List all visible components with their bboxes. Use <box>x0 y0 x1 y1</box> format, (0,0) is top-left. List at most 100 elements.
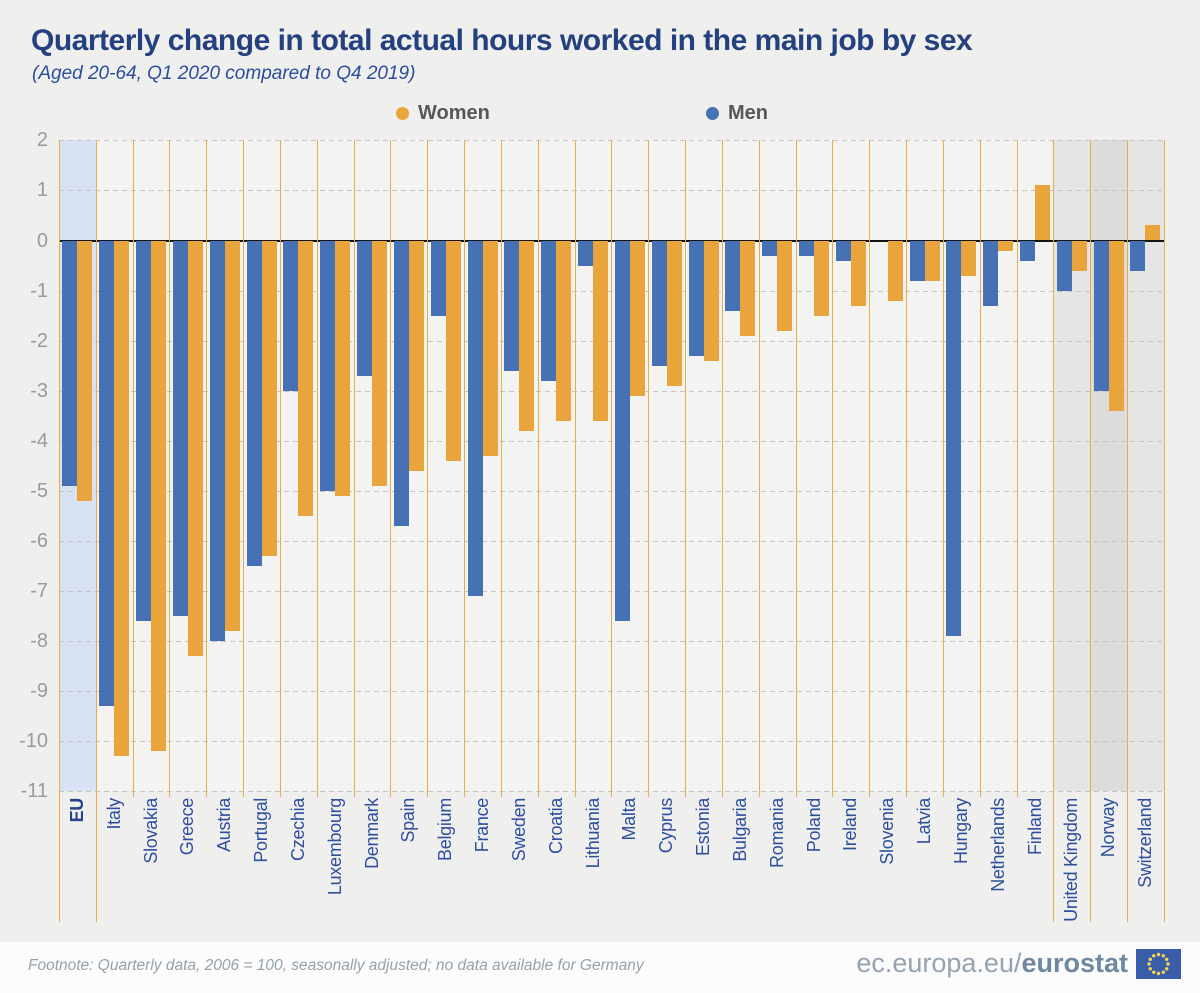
women-bar-denmark <box>372 240 388 486</box>
country-separator-line <box>1163 140 1165 922</box>
country-separator-line <box>316 140 318 797</box>
women-bar-portugal <box>261 240 277 556</box>
women-bar-estonia <box>703 240 719 361</box>
country-separator-line <box>685 140 687 797</box>
eurostat-site-link: ec.europa.eu/eurostat <box>856 948 1181 979</box>
men-bar-latvia <box>909 240 925 281</box>
y-axis-tick-label: 2 <box>36 129 48 152</box>
x-axis-label-slovakia: Slovakia <box>140 798 161 864</box>
men-bar-united-kingdom <box>1056 240 1072 291</box>
men-bar-slovakia <box>136 240 152 621</box>
women-bar-czechia <box>298 240 314 516</box>
x-axis-label-switzerland: Switzerland <box>1135 798 1156 888</box>
country-separator-line <box>206 140 208 797</box>
women-bar-eu <box>77 240 93 501</box>
country-separator-line <box>390 140 392 797</box>
country-separator-line <box>795 140 797 797</box>
country-separator-line <box>1016 140 1018 797</box>
y-axis-tick-label: -7 <box>30 579 48 602</box>
women-bar-romania <box>777 240 793 331</box>
women-bar-latvia <box>924 240 940 281</box>
country-separator-line <box>132 140 134 797</box>
x-axis-label-czechia: Czechia <box>287 798 308 861</box>
x-axis-label-latvia: Latvia <box>914 798 935 845</box>
men-bar-eu <box>62 240 78 486</box>
country-separator-line <box>1090 140 1092 922</box>
women-bar-belgium <box>445 240 461 461</box>
country-separator-line <box>59 140 60 922</box>
legend-item-men: Men <box>706 102 768 125</box>
women-bar-austria <box>224 240 240 631</box>
country-separator-line <box>537 140 539 797</box>
legend-label-women: Women <box>418 102 490 124</box>
men-bar-portugal <box>246 240 262 566</box>
men-bar-ireland <box>835 240 851 261</box>
site-url-prefix: ec.europa.eu/ <box>856 948 1022 978</box>
men-bar-cyprus <box>651 240 667 366</box>
country-separator-line <box>500 140 502 797</box>
x-axis-label-hungary: Hungary <box>950 798 971 864</box>
men-bar-romania <box>762 240 778 256</box>
country-separator-line <box>611 140 613 797</box>
women-bar-slovenia <box>887 240 903 301</box>
men-bar-austria <box>209 240 225 641</box>
country-separator-line <box>942 140 944 797</box>
chart-title: Quarterly change in total actual hours w… <box>31 24 973 57</box>
x-axis-label-finland: Finland <box>1024 798 1045 855</box>
eu-flag-icon <box>1136 948 1181 979</box>
women-bar-norway <box>1108 240 1124 411</box>
men-bar-lithuania <box>578 240 594 266</box>
x-axis-label-eu: EU <box>67 798 87 823</box>
country-separator-line <box>427 140 429 797</box>
x-axis-label-lithuania: Lithuania <box>582 798 603 869</box>
country-separator-line <box>243 140 245 797</box>
x-axis-label-romania: Romania <box>766 798 787 868</box>
women-bar-netherlands <box>998 240 1014 251</box>
x-axis-label-norway: Norway <box>1098 798 1119 858</box>
country-separator-line <box>1127 140 1129 922</box>
y-axis-tick-label: -10 <box>19 729 48 752</box>
women-bar-greece <box>187 240 203 656</box>
women-bar-poland <box>814 240 829 316</box>
x-axis-label-france: France <box>472 798 493 853</box>
footnote-text: Footnote: Quarterly data, 2006 = 100, se… <box>28 957 644 974</box>
site-url-eurostat: eurostat <box>1021 948 1128 978</box>
women-bar-slovakia <box>151 240 167 751</box>
women-bar-luxembourg <box>335 240 351 496</box>
x-axis-label-netherlands: Netherlands <box>987 798 1008 892</box>
country-separator-line <box>95 140 97 922</box>
chart-subtitle: (Aged 20-64, Q1 2020 compared to Q4 2019… <box>32 63 416 84</box>
country-separator-line <box>169 140 171 797</box>
country-separator-line <box>353 140 355 797</box>
men-bar-malta <box>614 240 630 621</box>
y-axis-tick-label: 1 <box>36 179 48 202</box>
y-axis-tick-label: -4 <box>30 429 48 452</box>
women-bar-hungary <box>961 240 977 276</box>
highlight-band-norway <box>1090 140 1128 791</box>
y-axis-tick-label: -8 <box>30 629 48 652</box>
x-axis-label-greece: Greece <box>177 798 198 856</box>
women-legend-dot-icon <box>396 107 409 120</box>
women-bar-spain <box>408 240 424 471</box>
x-axis-label-poland: Poland <box>803 798 824 853</box>
country-separator-line <box>979 140 981 797</box>
y-axis-tick-label: 0 <box>36 229 48 252</box>
x-axis-label-austria: Austria <box>214 798 235 852</box>
women-bar-ireland <box>850 240 866 306</box>
x-axis-label-denmark: Denmark <box>361 798 382 869</box>
x-axis-label-ireland: Ireland <box>840 798 861 851</box>
men-bar-czechia <box>283 240 299 391</box>
highlight-band-united-kingdom <box>1053 140 1091 791</box>
x-axis-label-united-kingdom: United Kingdom <box>1061 798 1082 922</box>
x-axis-label-slovenia: Slovenia <box>877 798 898 865</box>
men-bar-croatia <box>541 240 557 381</box>
men-bar-estonia <box>688 240 704 356</box>
x-axis-label-belgium: Belgium <box>435 798 456 861</box>
women-bar-united-kingdom <box>1071 240 1087 271</box>
y-axis-tick-label: -5 <box>30 479 48 502</box>
x-axis-label-sweden: Sweden <box>508 798 529 862</box>
y-axis-tick-label: -3 <box>30 379 48 402</box>
men-bar-belgium <box>430 240 446 316</box>
legend-label-men: Men <box>728 102 768 124</box>
